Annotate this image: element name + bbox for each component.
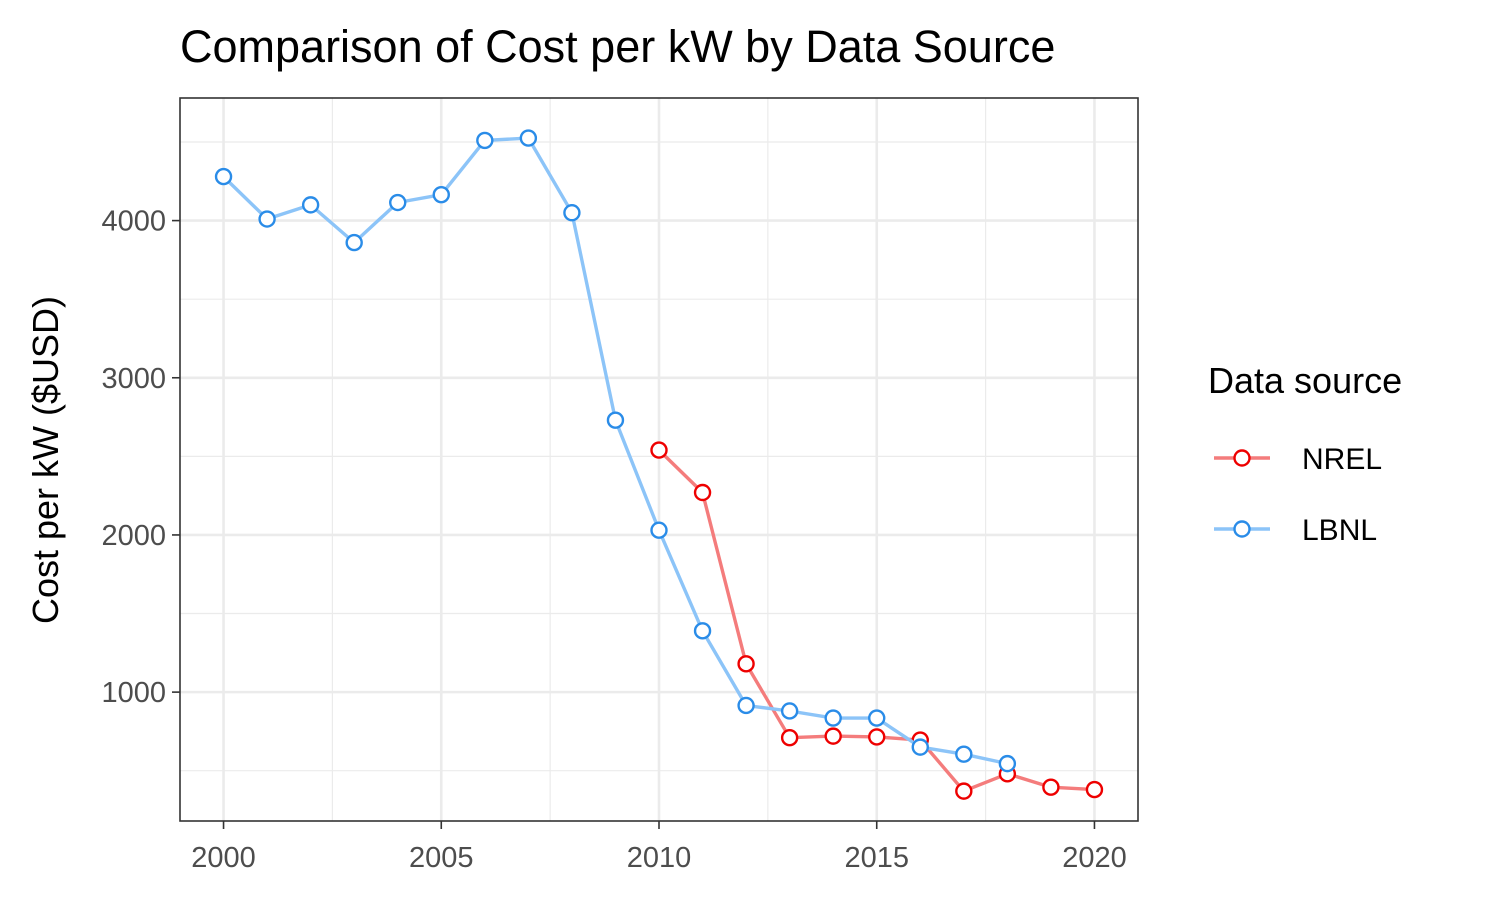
legend-title: Data source	[1208, 360, 1402, 401]
data-point-lbnl	[955, 745, 973, 763]
x-tick-label: 2000	[191, 842, 256, 874]
data-point-lbnl	[606, 411, 625, 429]
data-point-lbnl	[476, 131, 494, 150]
series-layer	[214, 129, 1104, 800]
data-point-lbnl	[737, 696, 755, 715]
data-point-nrel	[780, 728, 799, 747]
data-point-nrel	[824, 727, 842, 745]
series-lbnl	[214, 129, 1017, 773]
x-tick-label: 2005	[409, 842, 474, 874]
x-tick-label: 2020	[1062, 842, 1127, 874]
data-point-lbnl	[519, 129, 538, 147]
y-tick-label: 3000	[101, 363, 166, 395]
data-point-nrel	[868, 728, 886, 746]
data-point-lbnl	[998, 754, 1017, 773]
chart-title: Comparison of Cost per kW by Data Source	[180, 21, 1055, 72]
y-axis: 1000 2000 3000 4000	[101, 206, 180, 709]
data-point-lbnl	[432, 185, 450, 204]
major-gridlines	[180, 98, 1138, 821]
x-tick-label: 2015	[844, 842, 909, 874]
y-tick-label: 2000	[101, 520, 166, 552]
legend-key-point	[1233, 520, 1251, 538]
legend-item-nrel: NREL	[1214, 443, 1382, 476]
data-point-lbnl	[258, 210, 276, 228]
data-point-lbnl	[911, 738, 929, 756]
y-tick-label: 1000	[101, 677, 166, 709]
y-axis-label: Cost per kW ($USD)	[25, 296, 66, 624]
data-point-lbnl	[345, 233, 363, 252]
data-point-nrel	[650, 441, 668, 459]
data-point-lbnl	[780, 702, 799, 720]
data-point-nrel	[693, 483, 712, 502]
legend-label: LBNL	[1302, 514, 1377, 547]
data-point-lbnl	[868, 709, 886, 727]
legend-key-point	[1233, 449, 1251, 467]
x-axis: 2000 2005 2010 2015 2020	[191, 821, 1127, 874]
data-point-lbnl	[214, 167, 233, 186]
data-point-lbnl	[563, 204, 581, 222]
legend-items: NREL LBNL	[1214, 443, 1382, 547]
data-point-lbnl	[693, 622, 712, 640]
x-tick-label: 2010	[627, 842, 692, 874]
data-point-lbnl	[389, 193, 407, 212]
data-point-lbnl	[824, 709, 842, 727]
data-point-nrel	[1085, 780, 1104, 799]
legend-label: NREL	[1302, 443, 1382, 476]
data-point-nrel	[1042, 778, 1060, 796]
legend: Data source NREL LBNL	[1208, 360, 1402, 547]
data-point-lbnl	[650, 521, 668, 539]
y-tick-label: 4000	[101, 206, 166, 238]
legend-item-lbnl: LBNL	[1214, 514, 1377, 547]
data-point-nrel	[737, 655, 755, 673]
data-point-nrel	[955, 782, 973, 800]
data-point-lbnl	[301, 196, 320, 214]
